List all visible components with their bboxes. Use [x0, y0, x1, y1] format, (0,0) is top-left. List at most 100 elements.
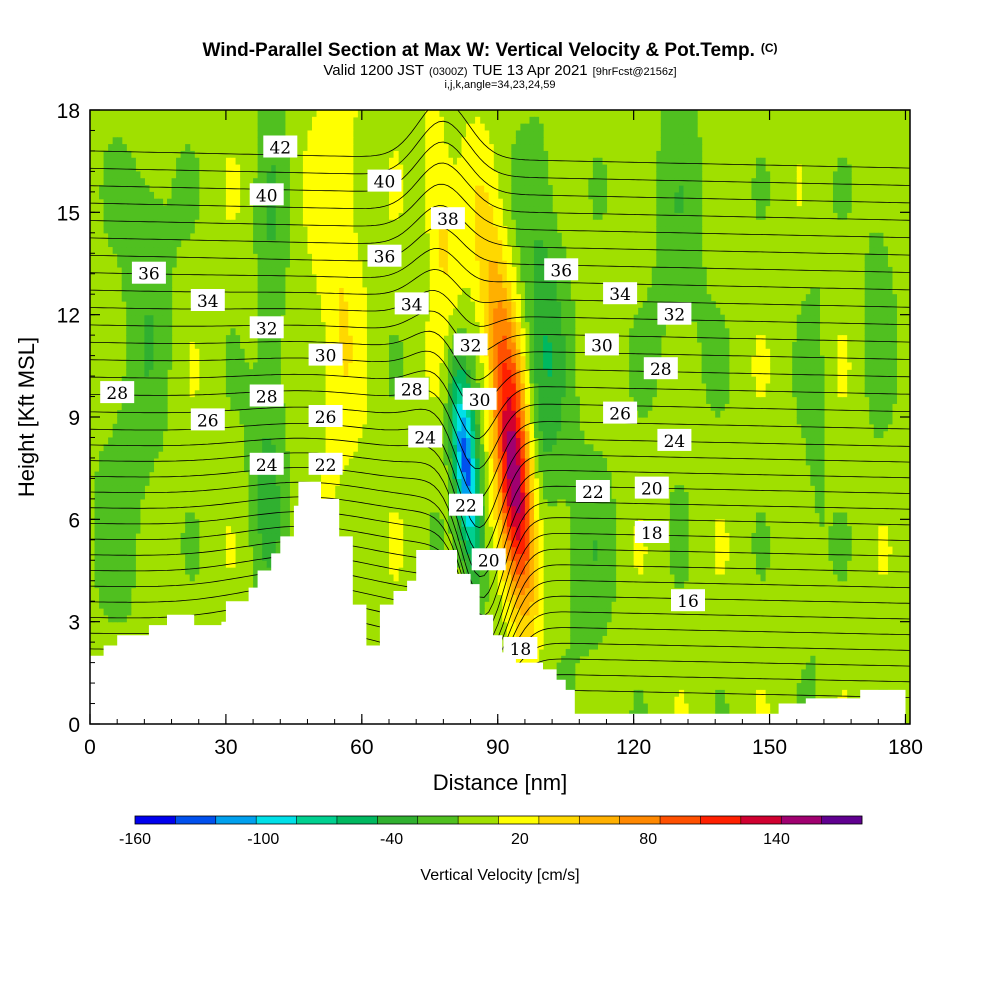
theta-label-box — [671, 589, 705, 612]
colorbar-tick-label: -40 — [380, 831, 403, 848]
theta-label-box — [575, 480, 610, 502]
colorbar-swatch — [821, 816, 863, 824]
theta-label: 34 — [190, 289, 225, 312]
theta-label-text: 42 — [269, 139, 291, 159]
theta-label-box — [634, 476, 669, 499]
theta-label-box — [449, 493, 483, 516]
colorbar-swatch — [579, 816, 620, 824]
theta-label-text: 28 — [256, 388, 278, 408]
theta-label: 24 — [408, 425, 443, 449]
theta-label-box — [263, 135, 298, 158]
x-tick-label: 0 — [84, 736, 96, 759]
theta-label-box — [100, 381, 135, 404]
theta-label: 32 — [249, 316, 284, 339]
theta-label: 28 — [100, 381, 135, 404]
theta-contour-28 — [90, 452, 910, 578]
theta-label-box — [430, 207, 465, 230]
theta-label: 28 — [249, 384, 284, 408]
theta-label-box — [308, 343, 343, 366]
theta-label: 20 — [471, 548, 506, 571]
theta-label-box — [643, 357, 678, 380]
theta-label-box — [634, 521, 669, 543]
theta-label-box — [503, 637, 538, 659]
colorbar-tick-label: -100 — [247, 831, 279, 848]
theta-label-text: 30 — [315, 347, 337, 367]
theta-contour-38 — [90, 268, 910, 308]
theta-label-box — [249, 316, 284, 339]
theta-label-text: 40 — [256, 186, 278, 206]
theta-label-text: 40 — [374, 173, 396, 193]
chart-index-line: i,j,k,angle=34,23,24,59 — [444, 79, 555, 91]
theta-contour-24 — [90, 511, 910, 642]
theta-label: 28 — [394, 377, 429, 401]
colorbar-swatch — [296, 816, 338, 824]
theta-contour-33 — [90, 370, 910, 440]
terrain — [90, 481, 906, 724]
theta-contours — [90, 110, 910, 709]
theta-label-box — [308, 405, 343, 427]
theta-label: 36 — [131, 261, 166, 285]
theta-contour-39 — [90, 247, 910, 291]
theta-label-text: 22 — [582, 483, 604, 503]
colorbar-swatch — [377, 816, 419, 824]
theta-label-box — [584, 333, 619, 356]
theta-contour-41 — [90, 205, 910, 256]
y-tick-label: 12 — [57, 305, 80, 328]
theta-label-box — [131, 261, 166, 284]
colorbar-swatch — [256, 816, 297, 824]
theta-label-box — [394, 377, 429, 400]
theta-label: 22 — [449, 493, 483, 517]
theta-contour-26 — [90, 481, 910, 617]
theta-label-text: 24 — [414, 429, 436, 449]
theta-contour-45 — [90, 120, 910, 186]
theta-contour-32 — [90, 389, 910, 469]
theta-label-text: 36 — [550, 261, 572, 281]
theta-label-text: 28 — [650, 360, 672, 380]
theta-label: 24 — [249, 452, 284, 476]
plot-area — [90, 110, 910, 724]
colorbar-swatch — [417, 816, 459, 824]
theta-label-text: 20 — [641, 480, 663, 500]
theta-label-text: 24 — [664, 432, 686, 452]
colorbar-swatch — [336, 816, 378, 824]
y-tick-label: 3 — [68, 612, 80, 635]
theta-label-text: 18 — [510, 640, 532, 660]
x-tick-label: 120 — [616, 736, 651, 759]
theta-label-box — [367, 244, 402, 267]
x-tick-label: 180 — [888, 736, 923, 759]
theta-label-text: 36 — [374, 248, 396, 268]
theta-label-box — [603, 401, 638, 424]
theta-label-box — [408, 425, 443, 448]
theta-label: 18 — [503, 637, 538, 660]
theta-label-box — [453, 333, 488, 356]
theta-label-text: 32 — [256, 319, 278, 339]
theta-label-box — [544, 258, 579, 281]
y-tick-label: 9 — [68, 407, 80, 430]
y-axis-label: Height [Kft MSL] — [14, 337, 39, 497]
theta-contour-30 — [90, 423, 910, 529]
theta-label-box — [603, 282, 638, 305]
theta-contour-35 — [90, 330, 910, 381]
chart-subtitle: Valid 1200 JST (0300Z) TUE 13 Apr 2021 [9hr… — [323, 62, 676, 79]
colorbar-swatch — [660, 816, 701, 824]
y-tick-label: 0 — [68, 714, 80, 737]
theta-label-text: 30 — [469, 391, 491, 411]
colorbar-swatch — [538, 816, 580, 824]
colorbar-swatch — [700, 816, 742, 824]
theta-label-box — [657, 302, 692, 325]
theta-label-text: 24 — [256, 456, 278, 476]
colorbar-label: Vertical Velocity [cm/s] — [420, 867, 579, 884]
theta-label-text: 22 — [455, 497, 477, 517]
theta-contour-34 — [90, 350, 910, 410]
theta-label: 24 — [657, 428, 692, 452]
theta-label-box — [249, 384, 284, 407]
theta-label-text: 26 — [609, 405, 631, 425]
x-tick-label: 90 — [486, 736, 509, 759]
x-axis-label: Distance [nm] — [433, 770, 568, 795]
theta-label-text: 16 — [677, 592, 699, 612]
theta-label-text: 22 — [315, 456, 337, 476]
theta-label: 40 — [249, 183, 284, 206]
theta-label: 30 — [462, 387, 497, 411]
